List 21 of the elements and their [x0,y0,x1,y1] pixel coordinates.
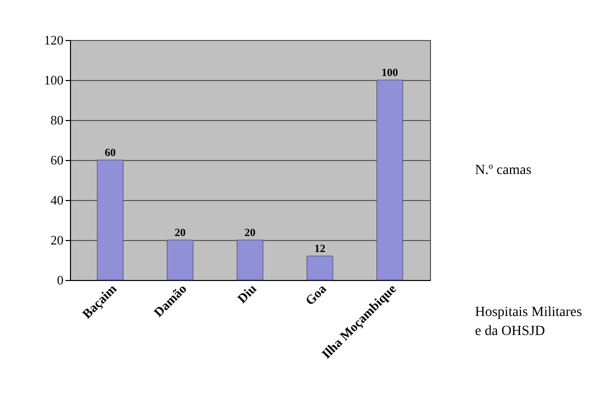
x-tick-label: Goa [302,280,330,308]
y-tick-label: 80 [50,112,64,128]
data-label: 12 [314,243,326,255]
y-tick-label: 20 [50,232,64,248]
y-tick-label: 40 [50,192,64,208]
y-tick-label: 0 [57,272,64,288]
bar [376,80,404,280]
bar [96,160,124,280]
y-tick-label: 60 [50,152,64,168]
bar [306,256,334,280]
data-label: 20 [174,227,186,239]
data-label: 20 [244,227,256,239]
data-label: 100 [382,67,399,79]
x-axis-title: Hospitais Militares e da OHSJD [475,305,582,339]
y-tick-label: 100 [44,72,64,88]
bar [166,240,194,280]
x-tick-label: Diu [234,281,260,306]
data-label: 60 [104,147,116,159]
y-axis-title: N.º camas [475,163,532,178]
bar [236,240,264,280]
y-tick-label: 120 [44,32,64,48]
